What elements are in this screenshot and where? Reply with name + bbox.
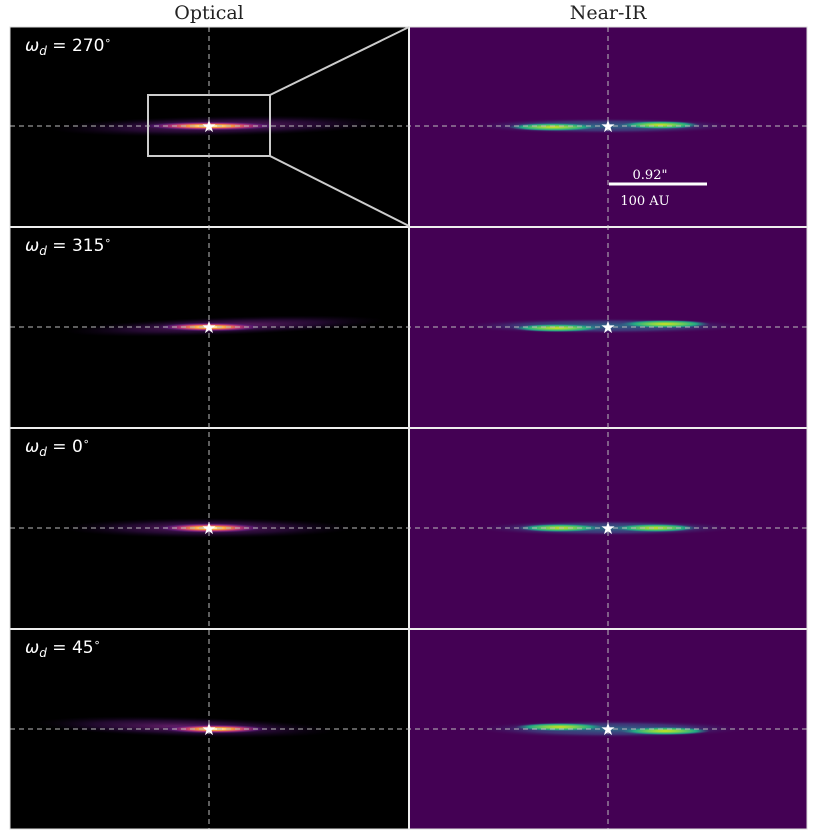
near-ir-lobe-right-3 (613, 524, 697, 532)
near-ir-lobe-left-1 (508, 123, 598, 131)
panel-label-2: ωd = 315∘ (25, 234, 111, 258)
near-ir-lobe-left-4 (515, 723, 605, 731)
star-icon: ★ (600, 720, 615, 740)
star-icon: ★ (600, 117, 615, 137)
star-icon: ★ (201, 519, 216, 539)
optical-column-title: Optical (174, 2, 244, 24)
star-icon: ★ (201, 117, 216, 137)
star-markers: ★ ★ ★ ★ ★ ★ ★ ★ (201, 117, 615, 740)
panel-label-4: ωd = 45∘ (25, 636, 100, 660)
near-ir-lobe-right-4 (620, 727, 710, 735)
near-ir-lobe-right-1 (620, 121, 700, 129)
near-ir-lobe-right-2 (620, 320, 710, 328)
near-ir-lobe-left-2 (512, 324, 602, 332)
zoom-connector-bottom (269, 155, 410, 227)
panel-frames (9, 26, 808, 830)
optical-disk-core-4 (160, 724, 270, 734)
near-ir-column-title: Near-IR (569, 2, 647, 24)
star-icon: ★ (600, 318, 615, 338)
scale-bar-physical: 100 AU (620, 194, 669, 209)
zoom-connector-top (269, 26, 410, 96)
star-icon: ★ (201, 318, 216, 338)
panel-label-3: ωd = 0∘ (25, 435, 90, 459)
panel-label-1: ωd = 270∘ (25, 34, 111, 58)
star-icon: ★ (600, 519, 615, 539)
star-icon: ★ (201, 720, 216, 740)
scale-bar-angular: 0.92" (633, 168, 668, 183)
